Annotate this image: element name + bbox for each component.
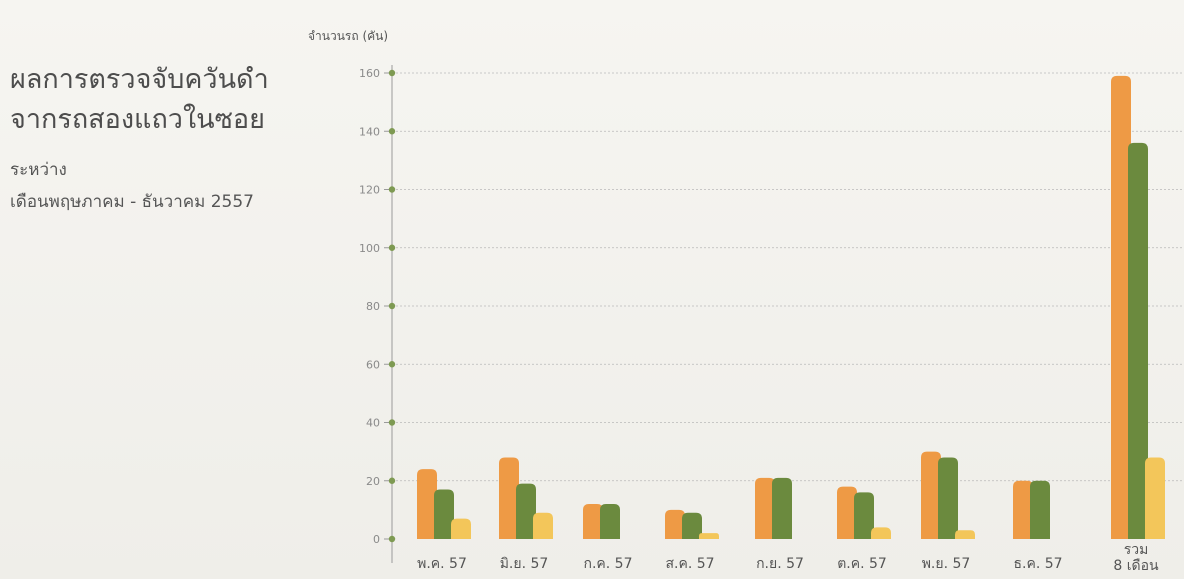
y-tick-label: 120 bbox=[359, 184, 380, 197]
bar-series-2-3 bbox=[682, 512, 702, 539]
y-tick-label: 80 bbox=[366, 300, 380, 313]
bar-series-3-5 bbox=[871, 527, 891, 539]
x-category-label: ก.ย. 57 bbox=[756, 556, 804, 572]
bar-series-2-8 bbox=[1128, 142, 1148, 539]
y-tick-dot bbox=[388, 419, 396, 426]
bar-series-1-3 bbox=[665, 509, 685, 539]
bar-series-1-1 bbox=[499, 457, 519, 539]
bar-series-2-1 bbox=[516, 483, 536, 539]
y-tick-label: 60 bbox=[366, 358, 380, 371]
bar-series-1-4 bbox=[755, 477, 775, 539]
x-category-label: ส.ค. 57 bbox=[665, 556, 714, 572]
x-category-label: มิ.ย. 57 bbox=[500, 556, 549, 572]
y-tick-dot bbox=[388, 535, 396, 543]
y-tick-label: 160 bbox=[359, 67, 380, 80]
bar-series-2-5 bbox=[854, 492, 874, 539]
bar-series-3-3 bbox=[699, 533, 719, 539]
bar-series-2-7 bbox=[1030, 480, 1050, 539]
bar-series-1-0 bbox=[417, 469, 437, 539]
x-category-label: 8 เดือน bbox=[1113, 558, 1159, 574]
y-axis: 0 20 40 60 80 100 120 140 160 bbox=[359, 65, 396, 563]
subtitle-line-2: เดือนพฤษภาคม - ธันวาคม 2557 bbox=[10, 192, 254, 212]
y-tick-dot bbox=[388, 69, 396, 77]
y-tick-dot bbox=[388, 244, 396, 251]
x-category-label: ธ.ค. 57 bbox=[1013, 556, 1062, 572]
bar-series-2-6 bbox=[938, 457, 958, 539]
y-tick-dot bbox=[388, 477, 396, 484]
x-category-label: พ.ค. 57 bbox=[417, 556, 467, 572]
x-category-label: รวม bbox=[1124, 542, 1149, 558]
y-tick-label: 40 bbox=[366, 417, 380, 430]
y-tick-label: 20 bbox=[366, 475, 380, 488]
x-axis-labels: พ.ค. 57 มิ.ย. 57 ก.ค. 57 ส.ค. 57 ก.ย. 57 ต.ค.… bbox=[417, 542, 1159, 574]
bar-series-3-0 bbox=[451, 518, 471, 539]
bar-series-1-8 bbox=[1111, 75, 1131, 539]
y-tick-dot bbox=[388, 186, 396, 193]
y-tick-dot bbox=[388, 361, 396, 368]
bar-series-3-8 bbox=[1145, 457, 1165, 539]
title-line-1: ผลการตรวจจับควันดำ bbox=[10, 64, 269, 95]
bar-series-3-1 bbox=[533, 512, 553, 539]
bar-series-3-6 bbox=[955, 530, 975, 539]
bar-series-1-2 bbox=[583, 504, 603, 539]
title-line-2: จากรถสองแถวในซอย bbox=[10, 104, 265, 135]
bars bbox=[417, 75, 1165, 539]
y-tick-label: 0 bbox=[373, 533, 380, 546]
y-tick-dot bbox=[388, 302, 396, 310]
y-tick-label: 100 bbox=[359, 242, 380, 255]
bar-series-2-0 bbox=[434, 489, 454, 539]
gridlines bbox=[392, 72, 1184, 482]
y-tick-label: 140 bbox=[359, 125, 380, 138]
bar-series-1-5 bbox=[837, 486, 857, 539]
bar-series-2-2 bbox=[600, 504, 620, 539]
bar-series-1-6 bbox=[921, 451, 941, 539]
y-tick-dot bbox=[388, 128, 396, 135]
x-category-label: พ.ย. 57 bbox=[922, 556, 971, 572]
heading-block: ผลการตรวจจับควันดำ จากรถสองแถวในซอย ระหว… bbox=[10, 60, 340, 218]
bar-series-2-4 bbox=[772, 477, 792, 539]
subtitle-line-1: ระหว่าง bbox=[10, 160, 67, 180]
y-axis-label: จำนวนรถ (คัน) bbox=[308, 29, 388, 43]
x-category-label: ก.ค. 57 bbox=[583, 556, 632, 572]
bar-series-1-7 bbox=[1013, 480, 1033, 539]
x-category-label: ต.ค. 57 bbox=[837, 556, 887, 572]
